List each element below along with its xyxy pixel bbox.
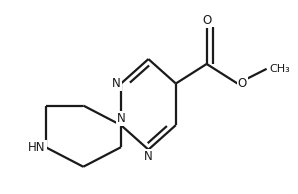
Text: N: N xyxy=(144,150,153,163)
Text: O: O xyxy=(202,14,211,27)
Text: N: N xyxy=(117,112,125,125)
Text: HN: HN xyxy=(28,141,46,154)
Text: CH₃: CH₃ xyxy=(269,64,290,74)
Text: N: N xyxy=(112,77,121,90)
Text: O: O xyxy=(238,77,247,90)
